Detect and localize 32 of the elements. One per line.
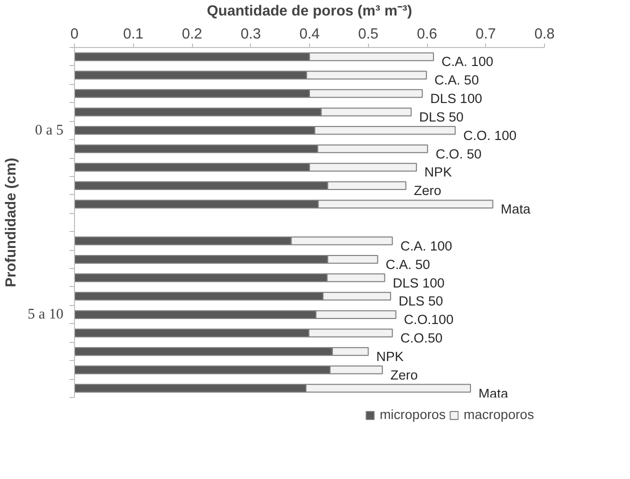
y-tick-label: C.O.50 (400, 330, 443, 346)
y-tick-label: DLS 50 (419, 109, 464, 124)
y-tick-label: C.O.100 (404, 312, 454, 328)
x-tick-label: 0.3 (240, 26, 261, 42)
x-tick-label: 0.4 (299, 26, 320, 42)
y-tick-label: C.A. 100 (400, 238, 452, 254)
text: 0 a 5 (35, 122, 64, 138)
y-tick-label: NPK (424, 164, 452, 180)
y-tick-label: C.A. 100 (441, 54, 494, 70)
y-tick-label: DLS 100 (392, 275, 445, 290)
y-tick-label: C.O. 100 (463, 128, 517, 143)
y-tick-label: Zero (390, 367, 418, 382)
x-tick-label: 0.5 (358, 26, 378, 42)
y-tick-label: NPK (376, 348, 404, 364)
x-tick-label: 0.8 (534, 26, 555, 42)
legend-label: microporos (380, 407, 446, 422)
y-tick-label: Mata (500, 202, 532, 217)
y-axis-title: Profundidade (cm) (4, 158, 20, 288)
x-tick-label: 0.2 (182, 26, 202, 42)
x-tick-label: 0.6 (416, 26, 438, 42)
x-tick-label: 0.1 (123, 26, 144, 42)
y-tick-label: C.A. 50 (386, 256, 430, 272)
y-tick-label: C.O. 50 (436, 146, 482, 162)
y-tick-label: Zero (414, 183, 442, 198)
y-tick-label: C.A. 50 (434, 72, 479, 88)
y-tick-label: DLS 100 (430, 91, 482, 106)
x-tick-label: 0.7 (476, 26, 496, 42)
y-tick-label: DLS 50 (398, 294, 444, 309)
x-axis-title: Quantidade de poros (m³ m⁻³) (206, 4, 412, 20)
legend-label: macroporos (464, 407, 534, 422)
text: 5 a 10 (28, 306, 64, 323)
x-tick-label: 0 (70, 26, 79, 42)
